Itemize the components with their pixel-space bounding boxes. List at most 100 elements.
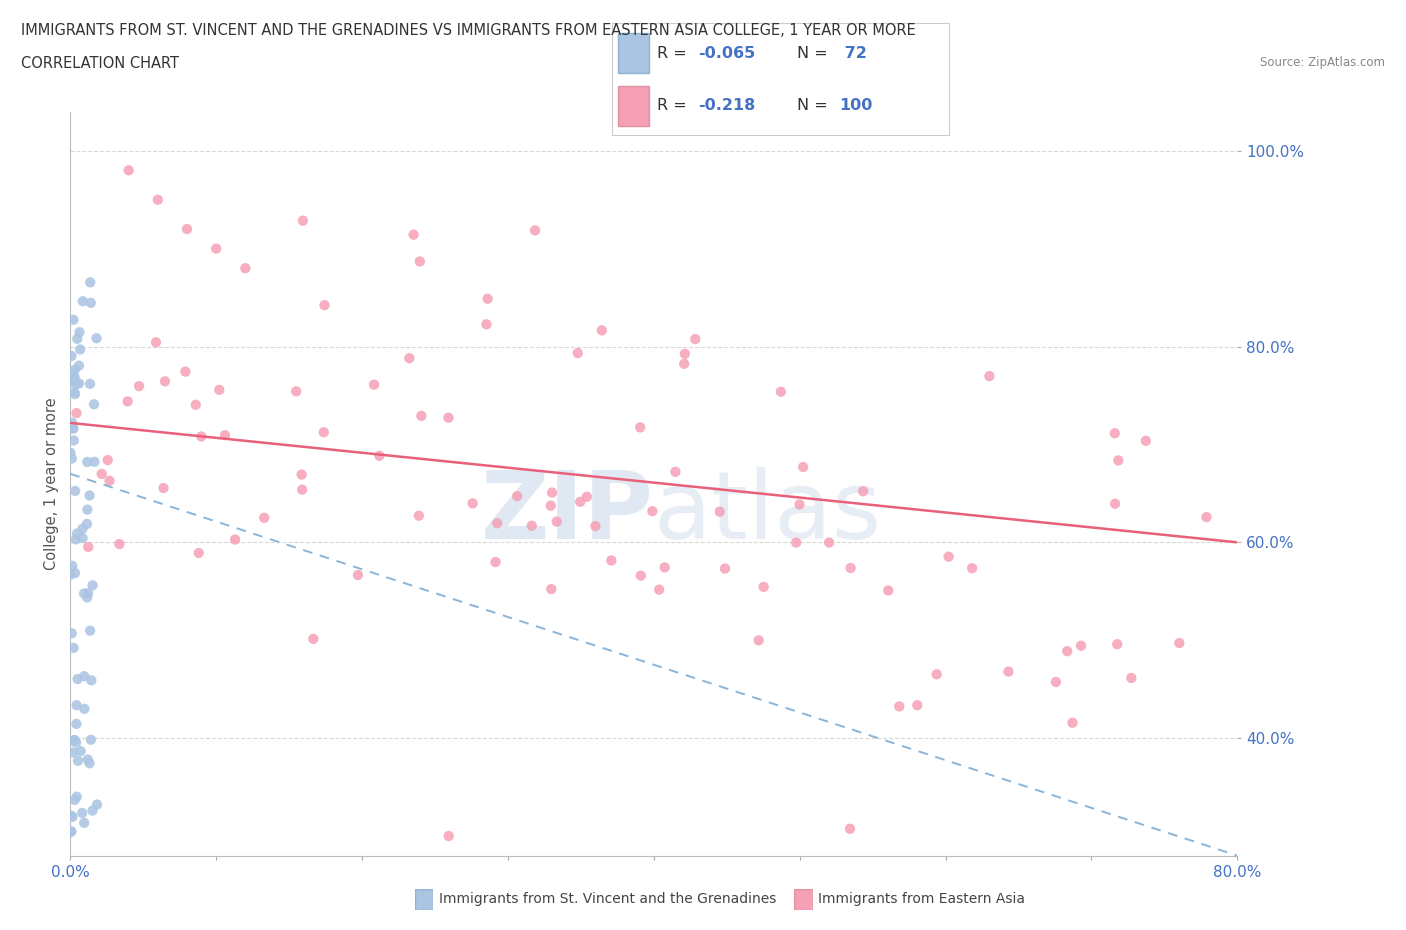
Point xyxy=(73,586,96,601)
Point xyxy=(128,379,150,393)
Text: N =: N = xyxy=(797,46,834,60)
Point xyxy=(118,163,141,178)
Point xyxy=(59,825,82,840)
Point xyxy=(73,816,96,830)
Point xyxy=(524,223,547,238)
Text: Source: ZipAtlas.com: Source: ZipAtlas.com xyxy=(1260,56,1385,69)
Point xyxy=(70,805,93,820)
Point xyxy=(79,756,101,771)
Point xyxy=(60,451,83,466)
Point xyxy=(437,410,460,425)
Point xyxy=(60,809,83,824)
Point xyxy=(62,367,84,382)
Point xyxy=(62,312,84,327)
Point xyxy=(484,554,506,569)
Point xyxy=(477,291,499,306)
Point xyxy=(66,753,89,768)
Point xyxy=(63,370,86,385)
Point xyxy=(520,518,543,533)
Text: 100: 100 xyxy=(839,99,873,113)
Point xyxy=(591,323,613,338)
Point xyxy=(664,464,686,479)
Point xyxy=(291,482,314,497)
Point xyxy=(145,335,167,350)
Point xyxy=(641,504,664,519)
Point xyxy=(152,481,174,496)
Point xyxy=(59,445,82,460)
Point xyxy=(567,346,589,361)
Text: R =: R = xyxy=(657,46,692,60)
Point xyxy=(73,701,96,716)
Point xyxy=(65,405,87,420)
Point xyxy=(1121,671,1143,685)
Point xyxy=(1195,510,1218,525)
Point xyxy=(63,370,86,385)
Point xyxy=(1107,453,1129,468)
Point xyxy=(409,254,432,269)
Point xyxy=(673,356,696,371)
Point xyxy=(79,623,101,638)
Point xyxy=(600,553,623,568)
Point xyxy=(60,415,83,430)
Point xyxy=(62,641,84,656)
Point xyxy=(363,378,385,392)
Point xyxy=(224,532,246,547)
Point xyxy=(69,325,91,339)
Point xyxy=(769,384,792,399)
Point xyxy=(1045,674,1067,689)
Point xyxy=(187,546,209,561)
Point xyxy=(176,221,198,236)
Bar xyxy=(619,86,648,126)
Point xyxy=(314,298,336,312)
Point xyxy=(60,824,83,839)
Text: Immigrants from St. Vincent and the Grenadines: Immigrants from St. Vincent and the Gren… xyxy=(439,892,776,907)
Point xyxy=(541,485,564,500)
Point xyxy=(60,626,83,641)
Point xyxy=(59,374,82,389)
Point xyxy=(72,294,94,309)
Point xyxy=(72,521,94,536)
Point xyxy=(77,586,100,601)
Point xyxy=(67,376,90,391)
Point xyxy=(146,193,169,207)
Point xyxy=(63,384,86,399)
Point xyxy=(184,397,207,412)
Point xyxy=(153,374,176,389)
Point xyxy=(1070,638,1092,653)
Point xyxy=(285,384,308,399)
Point xyxy=(818,535,841,550)
Point xyxy=(66,331,89,346)
Point xyxy=(90,467,112,482)
Point xyxy=(80,673,103,688)
Point xyxy=(714,561,737,576)
Point xyxy=(1107,637,1129,652)
Point xyxy=(852,484,875,498)
Point xyxy=(65,532,87,547)
Point xyxy=(673,346,696,361)
Point xyxy=(583,519,606,534)
Point xyxy=(748,633,770,648)
Point xyxy=(685,332,707,347)
Point xyxy=(291,467,314,482)
Point xyxy=(65,377,87,392)
Point xyxy=(302,631,325,646)
Point xyxy=(253,511,276,525)
Point xyxy=(839,821,862,836)
Point xyxy=(76,590,98,604)
Point xyxy=(997,664,1019,679)
Text: Immigrants from Eastern Asia: Immigrants from Eastern Asia xyxy=(818,892,1025,907)
Point xyxy=(60,808,83,823)
Point xyxy=(1062,715,1084,730)
Point xyxy=(347,567,370,582)
Point xyxy=(398,351,420,365)
Point xyxy=(190,429,212,444)
Text: 72: 72 xyxy=(839,46,868,60)
Point xyxy=(486,516,509,531)
Point xyxy=(62,745,84,760)
Point xyxy=(72,531,94,546)
Point xyxy=(979,368,1001,383)
Point xyxy=(411,408,433,423)
Point xyxy=(63,387,86,402)
Point xyxy=(889,699,911,714)
Point xyxy=(69,744,91,759)
